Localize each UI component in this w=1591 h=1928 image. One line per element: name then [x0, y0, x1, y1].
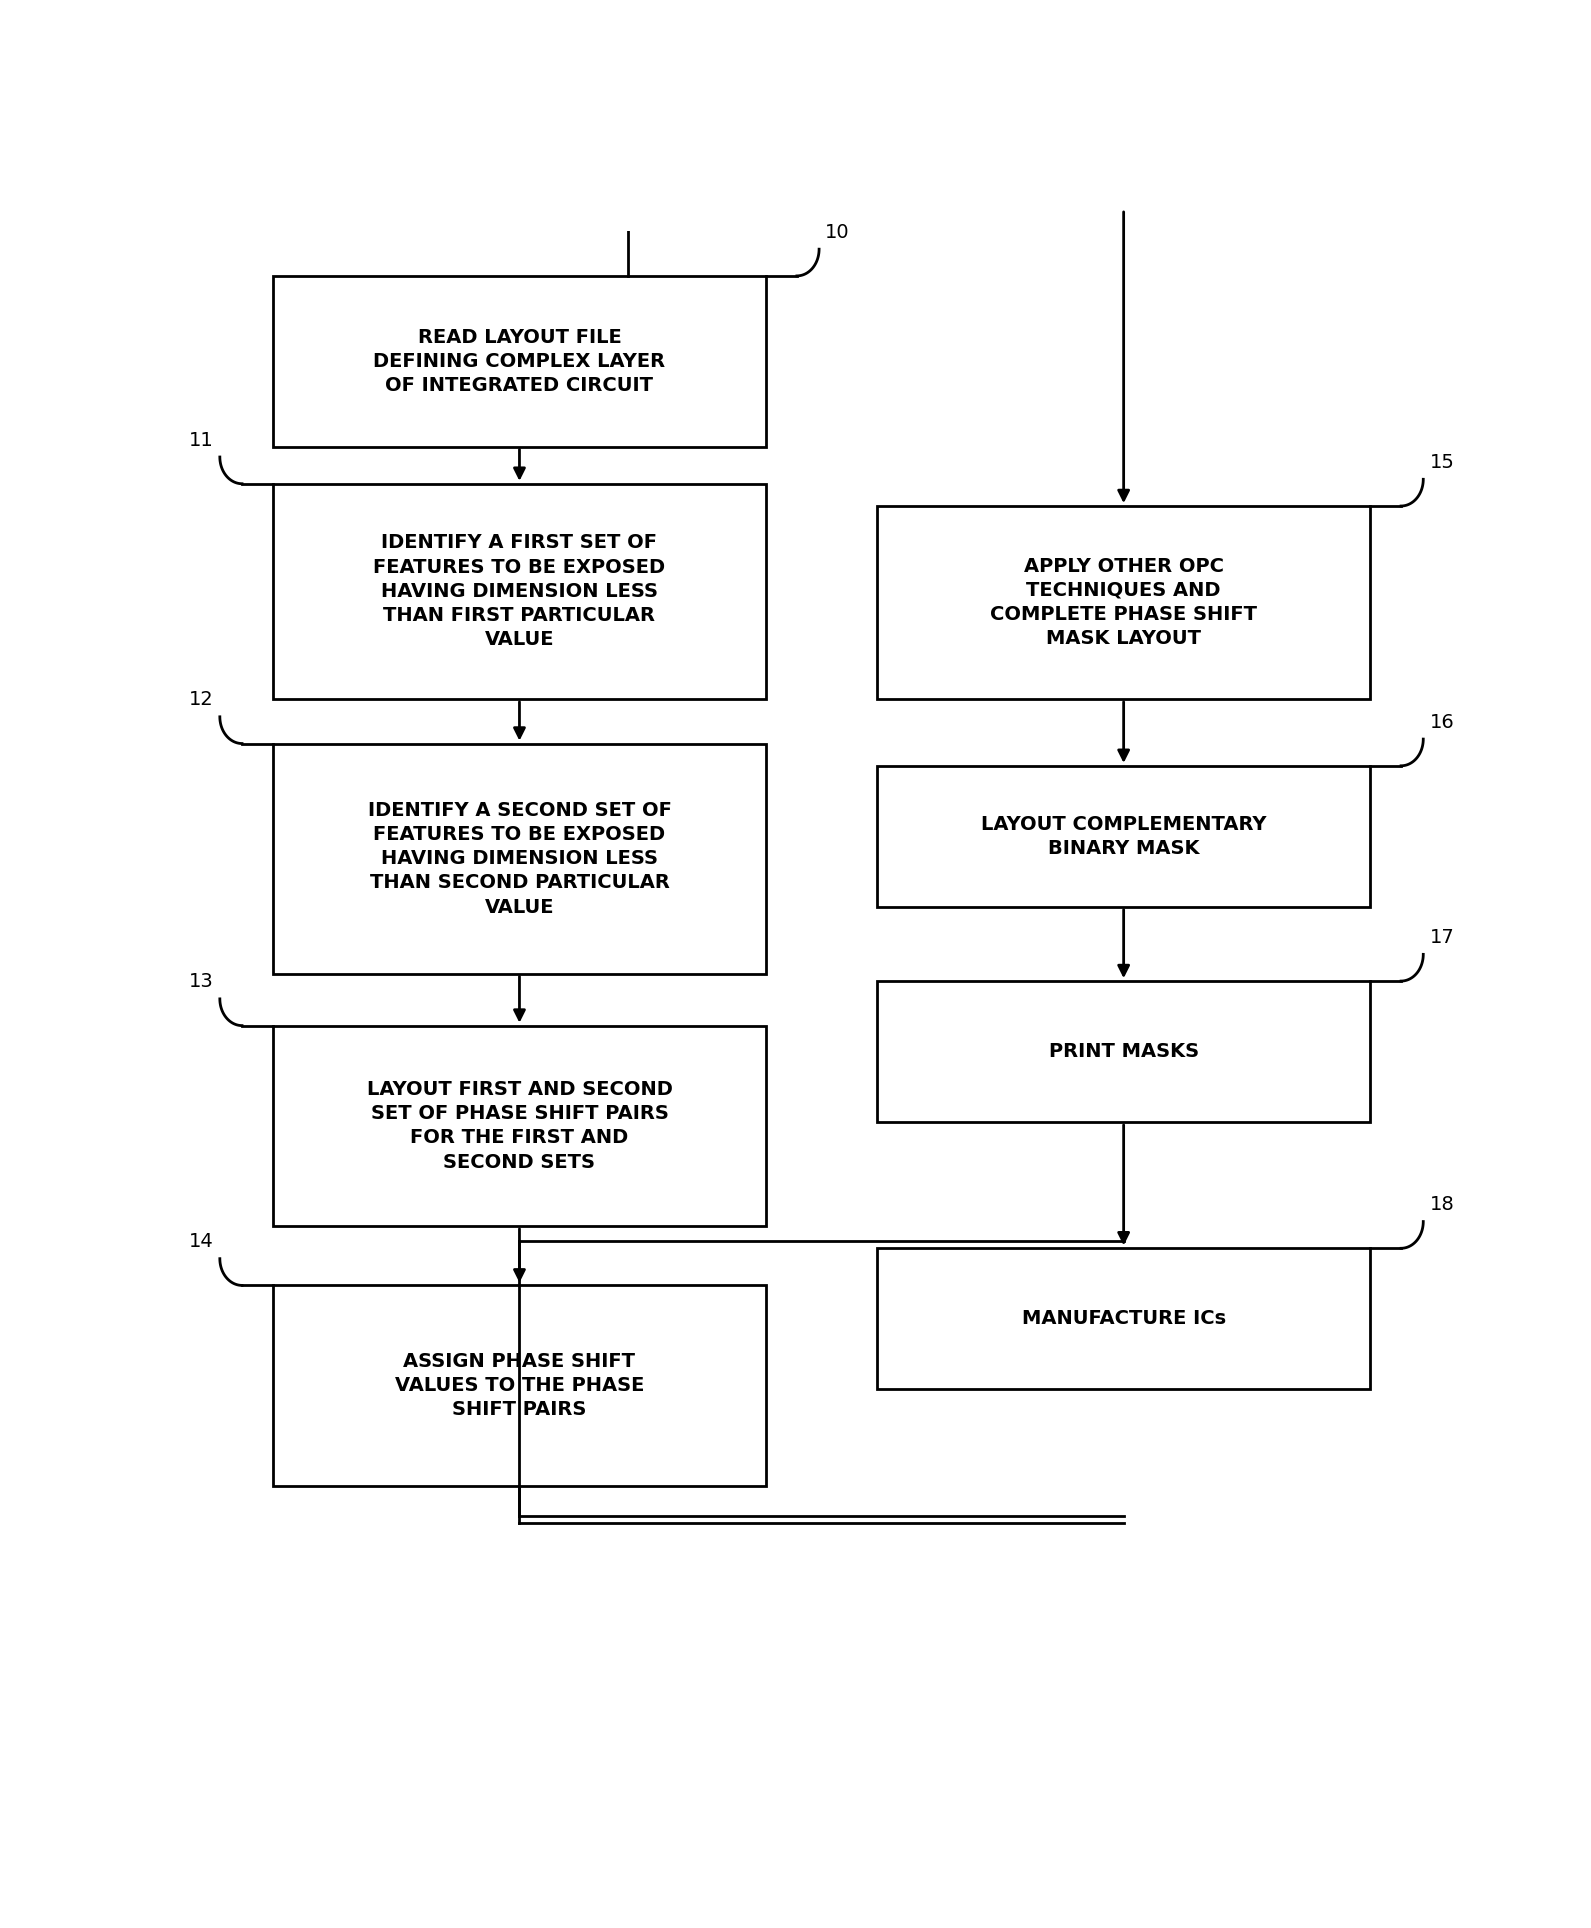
Text: 16: 16: [1429, 713, 1454, 731]
Bar: [274, 1286, 767, 1486]
Text: READ LAYOUT FILE
DEFINING COMPLEX LAYER
OF INTEGRATED CIRCUIT: READ LAYOUT FILE DEFINING COMPLEX LAYER …: [374, 328, 665, 395]
Text: 11: 11: [189, 430, 213, 449]
Bar: [877, 1247, 1370, 1390]
Bar: [877, 505, 1370, 700]
Text: LAYOUT FIRST AND SECOND
SET OF PHASE SHIFT PAIRS
FOR THE FIRST AND
SECOND SETS: LAYOUT FIRST AND SECOND SET OF PHASE SHI…: [366, 1080, 673, 1172]
Text: LAYOUT COMPLEMENTARY
BINARY MASK: LAYOUT COMPLEMENTARY BINARY MASK: [982, 816, 1266, 858]
Bar: [274, 744, 767, 974]
Text: 14: 14: [189, 1232, 213, 1251]
Text: 13: 13: [189, 972, 213, 991]
Text: IDENTIFY A FIRST SET OF
FEATURES TO BE EXPOSED
HAVING DIMENSION LESS
THAN FIRST : IDENTIFY A FIRST SET OF FEATURES TO BE E…: [374, 534, 665, 650]
Text: ASSIGN PHASE SHIFT
VALUES TO THE PHASE
SHIFT PAIRS: ASSIGN PHASE SHIFT VALUES TO THE PHASE S…: [395, 1352, 644, 1419]
Text: 12: 12: [189, 690, 213, 710]
Bar: [274, 1026, 767, 1226]
Text: 18: 18: [1429, 1195, 1454, 1215]
Bar: [877, 765, 1370, 906]
Text: IDENTIFY A SECOND SET OF
FEATURES TO BE EXPOSED
HAVING DIMENSION LESS
THAN SECON: IDENTIFY A SECOND SET OF FEATURES TO BE …: [368, 800, 671, 916]
Text: 10: 10: [826, 224, 850, 241]
Bar: [274, 484, 767, 700]
Text: PRINT MASKS: PRINT MASKS: [1048, 1041, 1198, 1060]
Bar: [274, 276, 767, 447]
Text: APPLY OTHER OPC
TECHNIQUES AND
COMPLETE PHASE SHIFT
MASK LAYOUT: APPLY OTHER OPC TECHNIQUES AND COMPLETE …: [990, 557, 1257, 648]
Text: MANUFACTURE ICs: MANUFACTURE ICs: [1021, 1309, 1225, 1328]
Text: 15: 15: [1429, 453, 1454, 472]
Text: 17: 17: [1429, 927, 1454, 947]
Bar: [877, 981, 1370, 1122]
